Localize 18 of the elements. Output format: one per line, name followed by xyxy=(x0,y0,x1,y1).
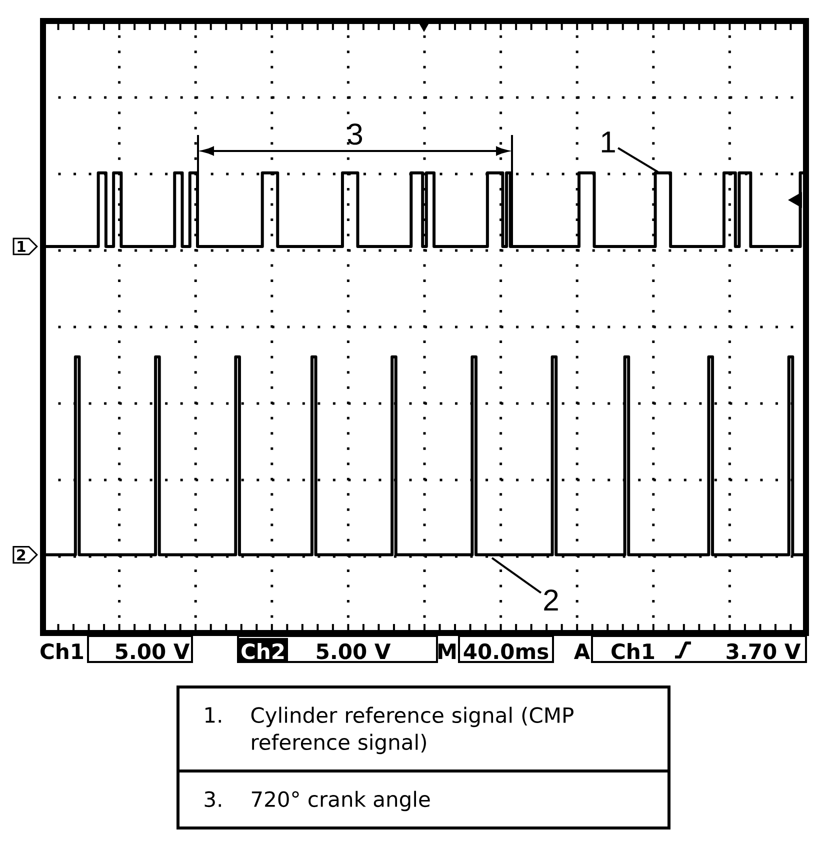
text: 1 xyxy=(602,132,615,152)
text: Ch1 xyxy=(40,643,84,660)
text: 5.00 V xyxy=(316,643,391,660)
text: 5.00 V xyxy=(116,643,190,660)
text: Cylinder reference signal (CMP reference signal) xyxy=(251,706,574,754)
text: A xyxy=(574,644,590,659)
text: Ch1 xyxy=(612,643,654,660)
text: 40.0ms xyxy=(464,643,548,660)
text: 3. xyxy=(204,791,221,808)
text: M xyxy=(438,644,456,659)
series-label: 1 xyxy=(18,241,26,252)
text: 1. xyxy=(206,707,221,723)
annotation: 2 xyxy=(544,590,558,610)
text: 720° crank angle xyxy=(252,790,430,812)
series-label: 2 xyxy=(17,549,26,560)
text: 3 xyxy=(348,124,362,145)
text: 3.70 V xyxy=(726,643,801,660)
text: Ch2 xyxy=(242,643,284,660)
